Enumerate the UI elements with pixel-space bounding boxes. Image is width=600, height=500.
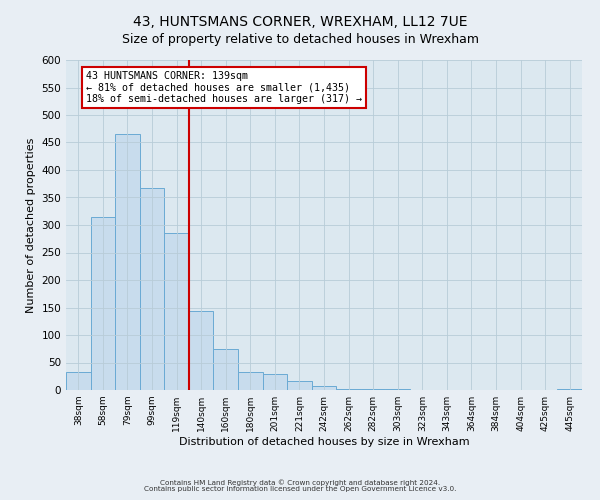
- Text: Size of property relative to detached houses in Wrexham: Size of property relative to detached ho…: [121, 32, 479, 46]
- Text: 43 HUNTSMANS CORNER: 139sqm
← 81% of detached houses are smaller (1,435)
18% of : 43 HUNTSMANS CORNER: 139sqm ← 81% of det…: [86, 71, 362, 104]
- Bar: [91, 217, 115, 390]
- Bar: [140, 188, 164, 390]
- Bar: [238, 372, 263, 390]
- Y-axis label: Number of detached properties: Number of detached properties: [26, 138, 36, 312]
- Bar: [557, 389, 582, 390]
- Bar: [263, 374, 287, 390]
- Bar: [287, 381, 312, 390]
- Bar: [115, 134, 140, 390]
- Bar: [312, 386, 336, 390]
- Bar: [66, 372, 91, 390]
- Bar: [189, 312, 214, 390]
- Text: Contains HM Land Registry data © Crown copyright and database right 2024.
Contai: Contains HM Land Registry data © Crown c…: [144, 479, 456, 492]
- Bar: [214, 349, 238, 390]
- Text: 43, HUNTSMANS CORNER, WREXHAM, LL12 7UE: 43, HUNTSMANS CORNER, WREXHAM, LL12 7UE: [133, 15, 467, 29]
- X-axis label: Distribution of detached houses by size in Wrexham: Distribution of detached houses by size …: [179, 437, 469, 447]
- Bar: [336, 389, 361, 390]
- Bar: [164, 233, 189, 390]
